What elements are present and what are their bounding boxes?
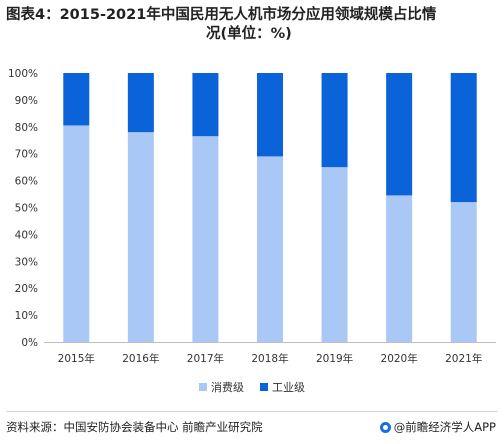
bar-segment-industrial <box>321 73 348 168</box>
legend-item-industrial: 工业级 <box>260 379 305 395</box>
bar-segment-industrial <box>63 73 90 126</box>
x-tick-label: 2018年 <box>251 352 288 365</box>
legend-swatch-industrial <box>260 383 268 391</box>
bar-segment-consumer <box>321 167 348 342</box>
bar-segment-consumer <box>386 195 413 342</box>
y-tick-label: 60% <box>15 176 38 188</box>
y-tick-label: 20% <box>15 283 38 295</box>
title-line-2: 况(单位：%) <box>206 26 292 42</box>
y-tick-label: 10% <box>15 310 38 322</box>
bar-segment-industrial <box>192 73 219 137</box>
stacked-bar-chart: 0% 10% 20% 30% 40% 50% 60% 70% 80% 90% 100% 2015年 20… <box>8 68 496 365</box>
x-tick-label: 2020年 <box>381 352 418 365</box>
x-tick-label: 2021年 <box>445 352 482 365</box>
y-tick-label: 80% <box>15 122 38 134</box>
legend-item-consumer: 消费级 <box>199 379 244 395</box>
bar-segment-industrial <box>450 73 477 203</box>
x-tick-label: 2016年 <box>122 352 159 365</box>
y-tick-label: 70% <box>15 149 38 161</box>
bar-segment-industrial <box>127 73 154 133</box>
x-tick-label: 2019年 <box>316 352 353 365</box>
x-tick-label: 2015年 <box>58 352 95 365</box>
legend-label-industrial: 工业级 <box>272 381 305 394</box>
brand-label: @前瞻经济学人APP <box>393 420 496 434</box>
y-tick-label: 40% <box>15 229 38 241</box>
y-tick-label: 50% <box>15 203 38 215</box>
legend-label-consumer: 消费级 <box>211 381 244 394</box>
brand-logo-icon <box>379 421 391 433</box>
bar-segment-consumer <box>450 202 477 342</box>
y-tick-label: 0% <box>21 337 38 349</box>
bar-segment-industrial <box>386 73 413 196</box>
y-tick-label: 30% <box>15 256 38 268</box>
chart-title: 图表4：2015-2021年中国民用无人机市场分应用领域规模占比情况(单位：%) <box>6 6 498 44</box>
source-note: 资料来源：中国安防协会装备中心 前瞻产业研究院 <box>6 420 263 434</box>
bar-segment-industrial <box>257 73 283 157</box>
title-line-1: 图表4：2015-2021年中国民用无人机市场分应用领域规模占比情 <box>6 7 437 23</box>
footer: 资料来源：中国安防协会装备中心 前瞻产业研究院 @前瞻经济学人APP <box>0 411 504 444</box>
chart-legend: 消费级 工业级 <box>0 379 504 395</box>
bar-segment-consumer <box>257 156 283 342</box>
bar-segment-consumer <box>127 132 154 342</box>
bar-segment-consumer <box>192 136 219 342</box>
y-tick-label: 90% <box>15 95 38 107</box>
bar-segment-consumer <box>63 125 90 342</box>
footer-divider <box>6 411 498 412</box>
y-tick-label: 100% <box>8 68 38 80</box>
legend-swatch-consumer <box>199 383 207 391</box>
brand-credit: @前瞻经济学人APP <box>379 419 496 435</box>
x-tick-label: 2017年 <box>187 352 224 365</box>
